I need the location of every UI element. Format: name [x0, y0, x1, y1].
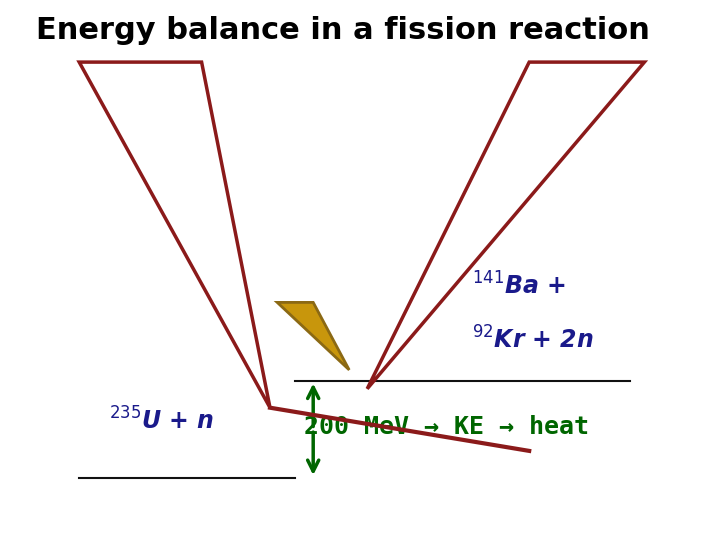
Polygon shape — [277, 302, 349, 370]
Polygon shape — [79, 62, 270, 408]
Text: $^{141}$Ba +: $^{141}$Ba + — [472, 273, 566, 300]
Text: Energy balance in a fission reaction: Energy balance in a fission reaction — [36, 16, 650, 45]
Text: $^{235}$U + n: $^{235}$U + n — [109, 408, 215, 435]
Polygon shape — [367, 62, 644, 389]
Text: $^{92}$Kr + 2n: $^{92}$Kr + 2n — [472, 327, 593, 354]
Text: 200 MeV → KE → heat: 200 MeV → KE → heat — [304, 415, 589, 438]
